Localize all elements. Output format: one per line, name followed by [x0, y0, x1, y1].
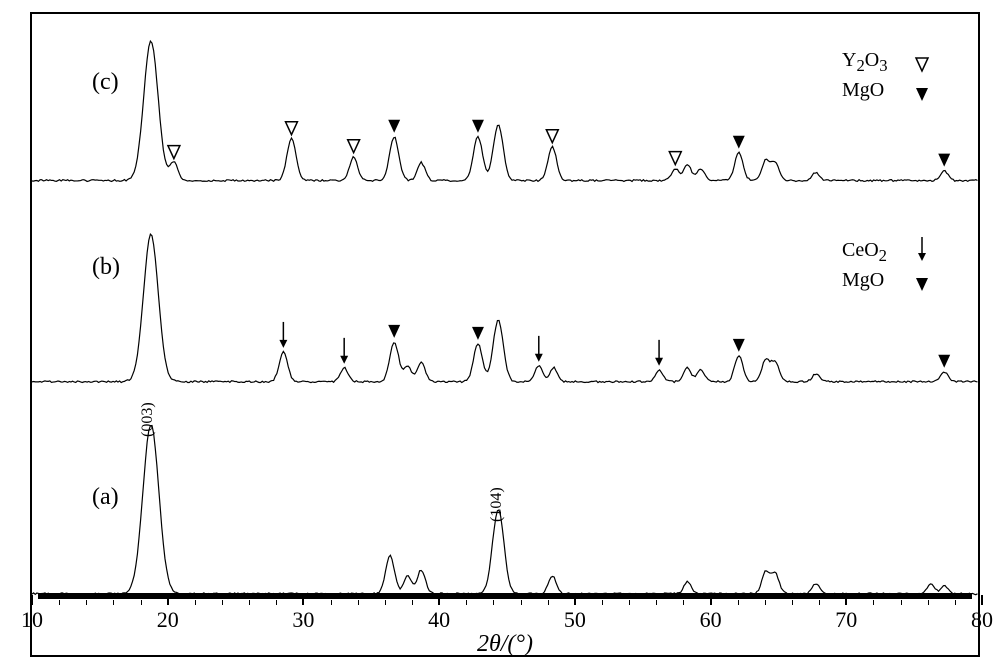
x-minor-tick [629, 600, 630, 605]
x-axis-label: 2θ/(°) [477, 631, 533, 658]
x-minor-tick [928, 600, 929, 605]
peak-markers [168, 120, 950, 167]
x-minor-tick [548, 600, 549, 605]
xrd-pattern-c [32, 14, 978, 599]
x-tick [302, 595, 304, 605]
x-tick [167, 595, 169, 605]
legend-symbol-tri_filled-icon [910, 77, 934, 103]
x-tick-label: 20 [157, 607, 179, 633]
x-minor-tick [521, 600, 522, 605]
x-minor-tick [765, 600, 766, 605]
x-tick [845, 595, 847, 605]
x-minor-tick [683, 600, 684, 605]
x-minor-tick [412, 600, 413, 605]
x-minor-tick [358, 600, 359, 605]
x-minor-tick [113, 600, 114, 605]
x-tick-label: 60 [700, 607, 722, 633]
x-minor-tick [385, 600, 386, 605]
x-minor-tick [955, 600, 956, 605]
x-tick [438, 595, 440, 605]
x-minor-tick [873, 600, 874, 605]
x-tick [574, 595, 576, 605]
plot-area: (a)(003)(104)(b)CeO2MgO(c)Y2O3MgO [32, 14, 978, 599]
x-axis [32, 593, 978, 605]
legend-text: Y2O3 [842, 49, 888, 76]
x-tick-label: 80 [971, 607, 993, 633]
x-minor-tick [819, 600, 820, 605]
x-minor-tick [222, 600, 223, 605]
x-minor-tick [141, 600, 142, 605]
x-minor-tick [86, 600, 87, 605]
x-tick-label: 40 [428, 607, 450, 633]
x-minor-tick [792, 600, 793, 605]
x-minor-tick [59, 600, 60, 605]
legend-item: Y2O3 [842, 49, 888, 76]
x-tick [710, 595, 712, 605]
x-tick-label: 50 [564, 607, 586, 633]
x-axis-label-text: 2θ/(°) [477, 631, 533, 657]
x-tick-label: 10 [21, 607, 43, 633]
x-tick-label: 30 [292, 607, 314, 633]
x-tick-label: 70 [835, 607, 857, 633]
x-tick [981, 595, 983, 605]
xrd-chart: (a)(003)(104)(b)CeO2MgO(c)Y2O3MgO 2θ/(°)… [30, 12, 980, 657]
legend-text: MgO [842, 79, 884, 102]
x-minor-tick [331, 600, 332, 605]
x-minor-tick [738, 600, 739, 605]
x-minor-tick [466, 600, 467, 605]
x-minor-tick [249, 600, 250, 605]
legend-item: MgO [842, 79, 884, 102]
xrd-trace [32, 41, 977, 181]
x-minor-tick [195, 600, 196, 605]
x-minor-tick [901, 600, 902, 605]
x-minor-tick [493, 600, 494, 605]
x-minor-tick [602, 600, 603, 605]
x-tick [31, 595, 33, 605]
x-minor-tick [276, 600, 277, 605]
legend-symbol-tri_open-icon [910, 47, 934, 73]
pattern-label-c: (c) [92, 69, 119, 96]
x-minor-tick [656, 600, 657, 605]
